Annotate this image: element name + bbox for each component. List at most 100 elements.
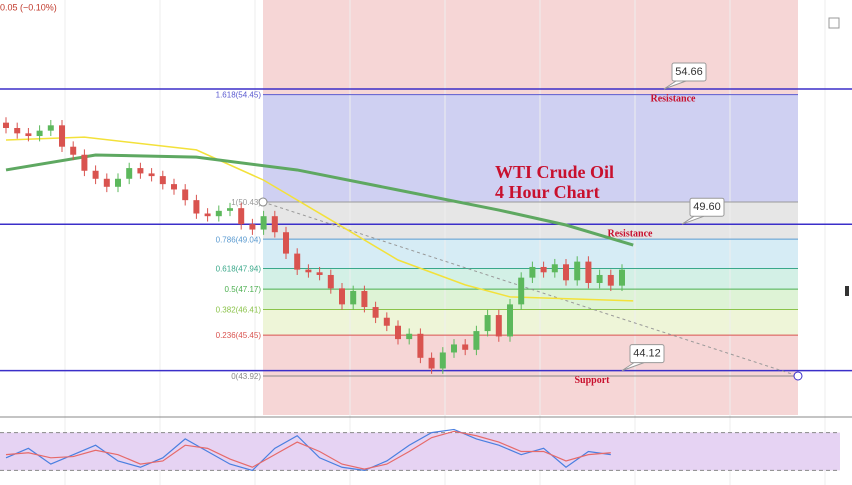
fib-label: 0.382(46.41) <box>216 306 262 315</box>
plot: 1.618(54.45) 1(50.43) 0.786(49.04) 0.618(47… <box>0 62 852 472</box>
trend-line <box>262 201 799 377</box>
candle-body <box>316 272 323 275</box>
candle-body <box>159 176 166 185</box>
candle-body <box>25 133 32 137</box>
candle-body <box>115 178 121 187</box>
price-callout <box>629 344 665 364</box>
candle-body <box>529 266 536 278</box>
fib-label: 1.618(54.45) <box>216 91 262 100</box>
toolbar-icon[interactable] <box>845 286 849 296</box>
candle-body <box>596 274 603 283</box>
fib-zone <box>263 289 798 310</box>
candle-body <box>47 125 54 131</box>
fib-zone <box>263 375 798 415</box>
candle-body <box>607 274 614 286</box>
candle-body <box>103 178 110 187</box>
fib-zone <box>263 335 798 376</box>
anchor-point <box>258 197 268 207</box>
oscillator-band <box>0 432 840 471</box>
grid <box>64 0 826 485</box>
candle-body <box>305 269 312 273</box>
candle-body <box>137 168 144 174</box>
candle-body <box>507 304 513 337</box>
fib-label: 0.236(45.45) <box>216 331 262 340</box>
callout-pointer <box>621 362 645 372</box>
moving-average <box>5 136 634 302</box>
callout-pointer <box>681 215 705 225</box>
fib-zone <box>263 309 798 336</box>
candle-body <box>70 146 77 155</box>
candle-body <box>126 168 133 179</box>
candle-body <box>260 216 267 230</box>
price-callout-label: 44.12 <box>633 348 661 360</box>
candle-body <box>238 208 245 225</box>
candle-body <box>227 208 233 211</box>
candle-body <box>148 173 155 177</box>
candle-body <box>339 288 345 305</box>
candle-body <box>3 122 9 129</box>
fib-label: 0.786(49.04) <box>216 235 262 244</box>
candle-body <box>14 128 21 134</box>
candle-body <box>495 315 502 337</box>
fib-zone <box>263 94 798 203</box>
candle-body <box>451 344 457 353</box>
candle-body <box>395 325 401 340</box>
fib-zone <box>263 0 798 95</box>
level-note: Resistance <box>608 228 654 239</box>
candle-body <box>294 253 301 270</box>
candle-body <box>327 274 334 289</box>
candle-body <box>361 291 368 308</box>
price-callout-label: 54.66 <box>675 66 703 78</box>
candle-body <box>283 232 289 254</box>
moving-average <box>5 153 634 247</box>
candle-body <box>428 357 435 369</box>
callout-pointer <box>663 80 687 90</box>
price-callout <box>689 197 725 217</box>
level-note: Support <box>574 375 610 386</box>
candle-body <box>215 210 222 217</box>
header: 0.05 (−0.10%) <box>0 2 57 12</box>
candle-body <box>92 170 99 179</box>
fib-label: 0.5(47.17) <box>225 285 262 294</box>
candle-body <box>350 291 357 305</box>
candle-body <box>518 277 525 305</box>
candle-body <box>182 189 189 201</box>
candle-body <box>193 200 200 214</box>
candle-body <box>204 213 211 217</box>
candle-body <box>372 307 379 318</box>
candle-body <box>271 216 278 233</box>
anchor-point <box>793 371 803 381</box>
fib-label: 0(43.92) <box>231 372 261 381</box>
candle-body <box>439 352 446 369</box>
candle-body <box>585 261 592 283</box>
candle-body <box>417 333 424 358</box>
candle-body <box>473 331 480 350</box>
price-callout-label: 49.60 <box>693 201 721 213</box>
oscillator-line <box>5 430 611 470</box>
fib-label: 0.618(47.94) <box>216 265 262 274</box>
toolbar-icon[interactable] <box>828 17 840 29</box>
fib-label: 1(50.43) <box>231 198 261 207</box>
candle-body <box>462 344 469 350</box>
candle-body <box>249 224 256 230</box>
level-note: Resistance <box>651 93 697 104</box>
candle-body <box>81 154 88 171</box>
candle-body <box>383 317 390 326</box>
chart-title: WTI Crude Oil <box>495 162 614 182</box>
candle-body <box>406 333 413 340</box>
fib-zone <box>263 268 798 290</box>
candle-body <box>171 184 177 190</box>
price-callout <box>671 62 707 82</box>
candle-body <box>574 261 581 281</box>
fib-zone <box>263 239 798 269</box>
candle-body <box>59 125 65 147</box>
candle-body <box>36 130 43 137</box>
chart-subtitle: 4 Hour Chart <box>495 182 600 202</box>
candle-body <box>563 264 569 281</box>
candle-body <box>540 266 547 273</box>
candle-body <box>619 269 625 286</box>
candle-body <box>551 264 558 273</box>
candle-body <box>484 315 491 332</box>
